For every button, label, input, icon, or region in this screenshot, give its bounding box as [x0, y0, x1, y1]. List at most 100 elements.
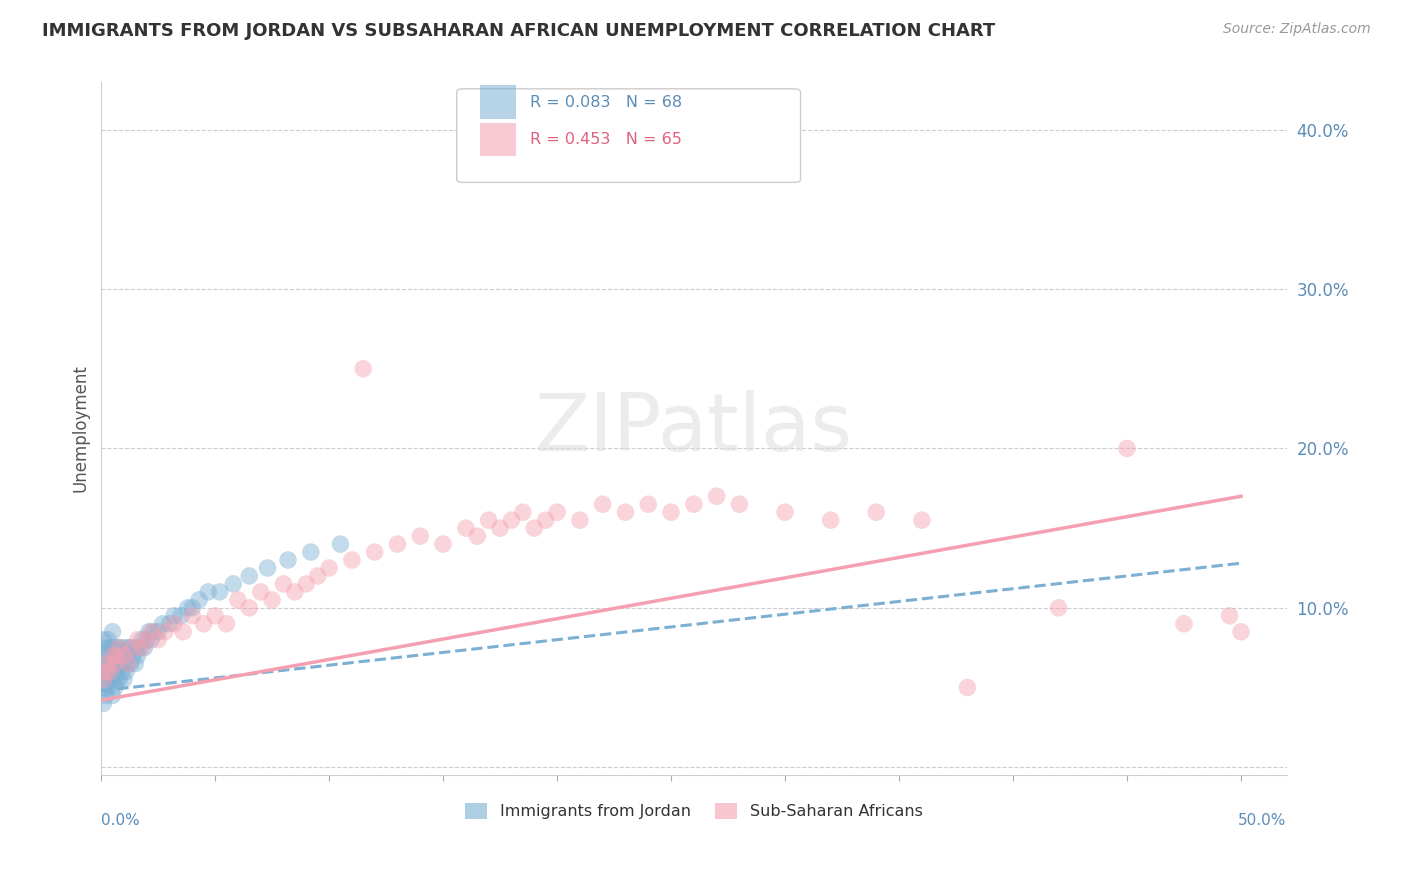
- Point: [108, 640, 131, 655]
- Text: 50.0%: 50.0%: [1239, 814, 1286, 829]
- Point: [112, 657, 135, 671]
- Text: 0.0%: 0.0%: [101, 814, 139, 829]
- Point: [329, 537, 352, 551]
- Point: [773, 505, 796, 519]
- Point: [98, 673, 121, 687]
- Text: R = 0.083   N = 68: R = 0.083 N = 68: [530, 95, 682, 110]
- Point: [153, 624, 176, 639]
- Point: [262, 592, 284, 607]
- Text: R = 0.453   N = 65: R = 0.453 N = 65: [530, 132, 682, 147]
- Point: [93, 681, 115, 695]
- Point: [93, 665, 115, 679]
- Point: [108, 640, 131, 655]
- Point: [177, 600, 200, 615]
- Point: [409, 529, 432, 543]
- Point: [512, 505, 534, 519]
- Point: [592, 497, 614, 511]
- Point: [193, 616, 215, 631]
- Point: [104, 657, 127, 671]
- Point: [127, 648, 149, 663]
- Text: Source: ZipAtlas.com: Source: ZipAtlas.com: [1223, 22, 1371, 37]
- Point: [277, 553, 299, 567]
- Point: [110, 648, 132, 663]
- Point: [181, 608, 204, 623]
- Point: [238, 569, 260, 583]
- Point: [122, 648, 145, 663]
- Point: [728, 497, 751, 511]
- FancyBboxPatch shape: [481, 123, 516, 156]
- Point: [138, 624, 160, 639]
- Point: [188, 592, 211, 607]
- FancyBboxPatch shape: [457, 89, 800, 183]
- Point: [489, 521, 512, 535]
- Point: [101, 673, 124, 687]
- Point: [1047, 600, 1070, 615]
- Point: [659, 505, 682, 519]
- Point: [94, 640, 117, 655]
- Point: [105, 640, 128, 655]
- Point: [105, 657, 128, 671]
- FancyBboxPatch shape: [481, 86, 516, 119]
- Point: [94, 665, 117, 679]
- Point: [352, 361, 374, 376]
- Point: [163, 608, 186, 623]
- Point: [93, 673, 115, 687]
- Point: [101, 657, 124, 671]
- Point: [307, 569, 329, 583]
- Point: [97, 665, 120, 679]
- Point: [110, 665, 132, 679]
- Point: [105, 648, 128, 663]
- Point: [614, 505, 637, 519]
- Point: [318, 561, 340, 575]
- Point: [112, 673, 135, 687]
- Point: [135, 632, 157, 647]
- Point: [98, 640, 121, 655]
- Point: [101, 689, 124, 703]
- Point: [141, 632, 163, 647]
- Point: [105, 673, 128, 687]
- Point: [112, 640, 135, 655]
- Point: [163, 616, 186, 631]
- Text: IMMIGRANTS FROM JORDAN VS SUBSAHARAN AFRICAN UNEMPLOYMENT CORRELATION CHART: IMMIGRANTS FROM JORDAN VS SUBSAHARAN AFR…: [42, 22, 995, 40]
- Point: [104, 681, 127, 695]
- Point: [682, 497, 704, 511]
- Point: [94, 673, 117, 687]
- Point: [146, 632, 169, 647]
- Point: [128, 640, 150, 655]
- Point: [93, 648, 115, 663]
- Point: [98, 657, 121, 671]
- Point: [94, 657, 117, 671]
- Point: [1219, 608, 1241, 623]
- Point: [181, 600, 204, 615]
- Point: [115, 648, 138, 663]
- Point: [108, 673, 131, 687]
- Point: [295, 577, 318, 591]
- Point: [146, 624, 169, 639]
- Point: [117, 657, 139, 671]
- Point: [120, 640, 142, 655]
- Point: [101, 648, 124, 663]
- Point: [142, 624, 165, 639]
- Point: [94, 689, 117, 703]
- Point: [454, 521, 477, 535]
- Point: [170, 608, 193, 623]
- Point: [432, 537, 454, 551]
- Point: [238, 600, 260, 615]
- Point: [299, 545, 322, 559]
- Point: [115, 665, 138, 679]
- Point: [93, 697, 115, 711]
- Point: [108, 657, 131, 671]
- Point: [131, 640, 153, 655]
- Point: [197, 585, 219, 599]
- Point: [249, 585, 271, 599]
- Point: [568, 513, 591, 527]
- Point: [1230, 624, 1253, 639]
- Point: [911, 513, 934, 527]
- Point: [159, 616, 181, 631]
- Point: [101, 640, 124, 655]
- Point: [865, 505, 887, 519]
- Point: [97, 657, 120, 671]
- Point: [124, 640, 146, 655]
- Point: [284, 585, 307, 599]
- Point: [152, 616, 174, 631]
